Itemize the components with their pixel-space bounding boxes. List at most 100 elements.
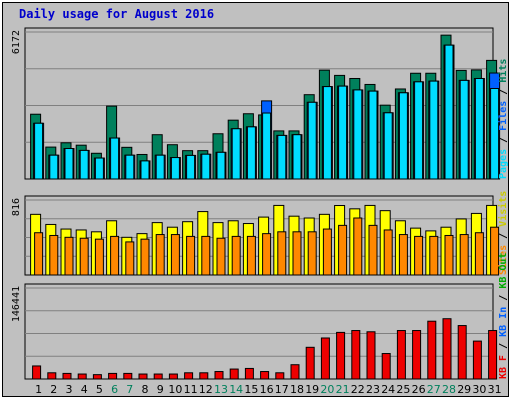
bar-kb-f-day-30 xyxy=(472,340,482,380)
bar-hits-day-3 xyxy=(64,148,74,180)
x-tick-label: 24 xyxy=(381,383,395,396)
bar-hits-day-10 xyxy=(170,157,180,180)
bar-sites-day-4 xyxy=(79,237,89,276)
bar-kb-f-day-9 xyxy=(153,373,163,380)
panel-legend: Sites / Visits xyxy=(497,191,508,275)
bar-hits-day-16 xyxy=(262,112,272,180)
x-tick-label: 22 xyxy=(351,383,365,396)
bar-kb-f-day-23 xyxy=(366,331,376,380)
legend-text: KB In xyxy=(498,307,508,337)
bar-sites-day-21 xyxy=(338,224,348,276)
x-tick-label: 21 xyxy=(336,383,350,396)
x-tick-label: 17 xyxy=(275,383,289,396)
bar-kb-f-day-20 xyxy=(320,337,330,380)
x-tick-label: 26 xyxy=(412,383,426,396)
bar-sites-day-20 xyxy=(322,228,332,276)
bar-kb-f-day-16 xyxy=(260,371,270,380)
bar-sites-day-3 xyxy=(64,236,74,276)
bar-hits-day-12 xyxy=(201,153,211,180)
legend-text: Visits xyxy=(497,191,508,227)
bar-hits-day-1 xyxy=(34,122,44,180)
bar-sites-day-14 xyxy=(231,235,241,276)
bar-kb-f-day-21 xyxy=(336,331,346,380)
x-tick-label: 7 xyxy=(126,383,133,396)
x-tick-label: 8 xyxy=(142,383,149,396)
legend-text: Hits xyxy=(497,59,508,83)
bar-kb-f-day-13 xyxy=(214,371,224,380)
bar-hits-day-29 xyxy=(459,79,469,180)
bar-sites-day-22 xyxy=(353,217,363,276)
x-tick-label: 23 xyxy=(366,383,380,396)
bar-sites-day-28 xyxy=(444,234,454,276)
bar-kb-f-day-3 xyxy=(62,372,72,380)
bar-hits-day-11 xyxy=(186,154,196,180)
x-tick-label: 29 xyxy=(457,383,471,396)
panel-legend: Pages / Files / Hits xyxy=(497,59,508,179)
bar-kb-f-day-4 xyxy=(77,373,87,380)
bar-hits-day-15 xyxy=(246,126,256,180)
bar-kb-f-day-18 xyxy=(290,364,300,380)
y-max-label: 6172 xyxy=(11,30,22,54)
bar-hits-day-18 xyxy=(292,134,302,180)
x-tick-label: 28 xyxy=(442,383,456,396)
bar-sites-day-5 xyxy=(94,238,104,276)
x-tick-label: 20 xyxy=(320,383,334,396)
bar-kb-f-day-1 xyxy=(32,365,42,380)
bar-hits-day-24 xyxy=(383,112,393,180)
bar-sites-day-17 xyxy=(277,231,287,276)
bar-sites-day-26 xyxy=(414,235,424,276)
legend-text: / xyxy=(498,227,508,245)
bar-kb-f-day-17 xyxy=(275,372,285,380)
legend-text: KB F xyxy=(498,355,508,379)
bar-kb-f-day-10 xyxy=(168,373,178,380)
chart-title: Daily usage for August 2016 xyxy=(19,7,215,21)
bar-sites-day-19 xyxy=(307,231,317,276)
bar-sites-day-11 xyxy=(186,235,196,276)
legend-text: KB Out xyxy=(498,253,508,289)
bar-kb-f-day-6 xyxy=(108,372,118,380)
bar-hits-day-13 xyxy=(216,151,226,180)
bar-hits-day-4 xyxy=(79,149,89,180)
x-tick-label: 12 xyxy=(199,383,213,396)
legend-text: / xyxy=(498,337,508,355)
bar-kb-f-day-25 xyxy=(396,330,406,380)
bar-kb-f-day-19 xyxy=(305,346,315,380)
y-max-label: 816 xyxy=(11,198,22,216)
bar-sites-day-7 xyxy=(125,241,135,276)
bar-sites-day-24 xyxy=(383,229,393,276)
bar-kb-f-day-28 xyxy=(442,318,452,380)
legend-text: Pages xyxy=(498,149,508,179)
bar-sites-day-23 xyxy=(368,224,378,276)
bar-kb-f-day-8 xyxy=(138,373,148,380)
bar-hits-day-9 xyxy=(155,154,165,180)
x-tick-label: 18 xyxy=(290,383,304,396)
x-tick-label: 13 xyxy=(214,383,228,396)
panel-3: 146441 KB F / KB In / KB Out xyxy=(11,253,508,380)
bar-sites-day-12 xyxy=(201,235,211,276)
bar-hits-day-25 xyxy=(398,92,408,180)
legend-text: / xyxy=(498,289,508,307)
bar-hits-day-7 xyxy=(125,154,135,180)
x-tick-label: 3 xyxy=(66,383,73,396)
bar-kb-f-day-24 xyxy=(381,353,391,380)
x-tick-label: 1 xyxy=(35,383,42,396)
bar-hits-day-30 xyxy=(474,77,484,180)
bar-hits-day-2 xyxy=(49,154,59,180)
bar-hits-day-26 xyxy=(414,81,424,180)
bar-kb-f-day-29 xyxy=(457,325,467,380)
x-tick-label: 31 xyxy=(488,383,502,396)
bar-kb-f-day-5 xyxy=(92,374,102,380)
bar-kb-f-day-2 xyxy=(47,372,57,380)
bar-hits-day-14 xyxy=(231,128,241,180)
panel-legend: KB F / KB In / KB Out xyxy=(498,253,508,379)
bar-sites-day-31 xyxy=(490,226,500,276)
bar-kb-f-day-12 xyxy=(199,372,209,380)
x-tick-label: 30 xyxy=(472,383,486,396)
x-tick-label: 4 xyxy=(81,383,88,396)
bar-kb-f-day-22 xyxy=(351,330,361,380)
x-tick-label: 16 xyxy=(260,383,274,396)
bar-hits-day-5 xyxy=(94,157,104,180)
bar-hits-day-27 xyxy=(429,80,439,180)
panel-1: 6172 Pages / Files / Hits xyxy=(11,27,508,180)
bar-hits-day-20 xyxy=(322,86,332,180)
